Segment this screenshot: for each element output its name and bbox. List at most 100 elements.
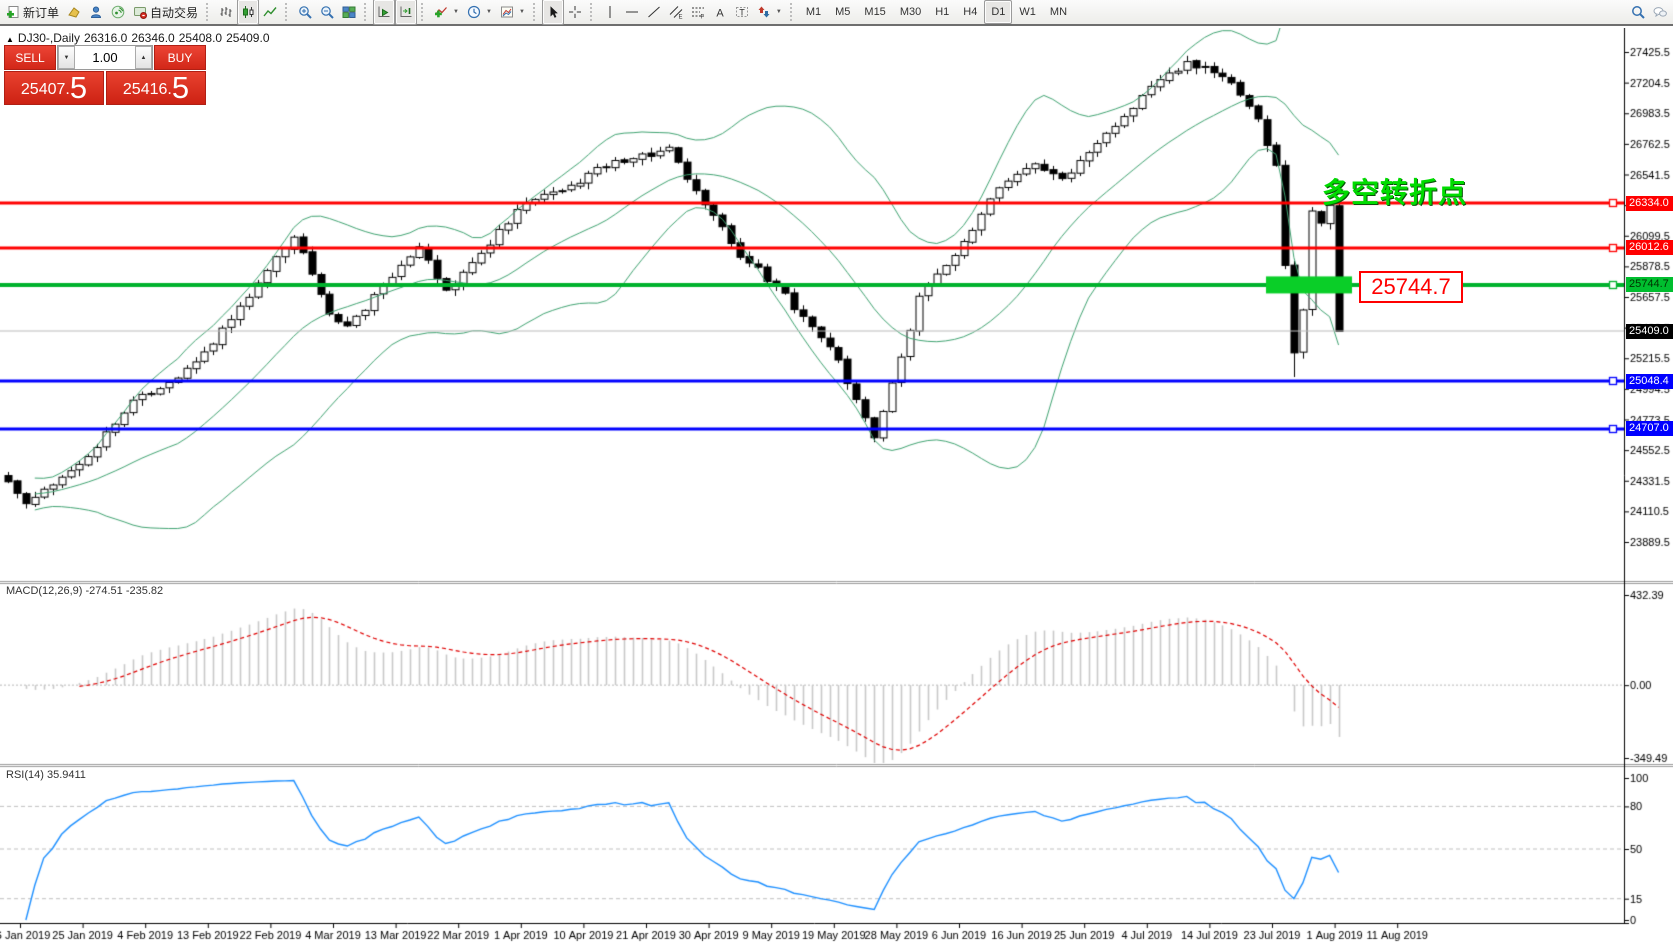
autotrading-icon — [134, 7, 148, 19]
horizontal-line-button[interactable] — [621, 0, 643, 25]
text-button[interactable]: A — [709, 0, 731, 25]
triangle-down-icon: ▼ — [63, 54, 70, 61]
fibonacci-icon: F — [691, 7, 704, 20]
chevron-down-icon: ▼ — [775, 9, 782, 15]
toolbar-grip — [532, 3, 538, 21]
vertical-line-button[interactable] — [599, 0, 621, 25]
candlestick-chart-button[interactable] — [237, 0, 260, 25]
toolbar-grip — [285, 3, 290, 21]
timeframe-button-W1[interactable]: W1 — [1019, 6, 1036, 18]
profile-icon — [91, 6, 102, 18]
timeframe-button-H1[interactable]: H1 — [935, 6, 950, 18]
svg-text:A: A — [716, 8, 724, 20]
timeframe-button-M1[interactable]: M1 — [805, 6, 822, 18]
crosshair-button[interactable] — [564, 0, 586, 25]
new-order-label: 新订单 — [23, 5, 60, 20]
chat-button[interactable] — [1649, 0, 1671, 25]
new-order-button[interactable]: 新订单 — [2, 0, 63, 25]
timeframe-button-M30[interactable]: M30 — [899, 6, 922, 18]
toolbar-grip — [589, 3, 595, 21]
signals-icon — [111, 5, 125, 19]
chevron-down-icon: ▼ — [485, 9, 492, 15]
search-icon — [1632, 6, 1645, 19]
trendline-icon — [648, 6, 660, 18]
triangle-up-icon: ▲ — [140, 54, 147, 61]
main-toolbar: 新订单 自动交易 — [0, 0, 1673, 26]
indicators-icon — [434, 7, 448, 18]
buy-button[interactable]: BUY — [154, 45, 206, 70]
line-chart-button[interactable] — [259, 0, 281, 25]
text-label-button[interactable]: T — [731, 0, 753, 25]
vertical-line-icon — [609, 6, 611, 18]
tile-windows-button[interactable] — [338, 0, 360, 25]
toolbar-grip — [789, 3, 795, 21]
chart-window: ▲ DJ30-,Daily 26316.0 26346.0 25408.0 25409.0… — [0, 28, 1673, 949]
svg-text:E: E — [678, 15, 682, 20]
candlestick-chart-icon — [243, 6, 254, 18]
arrow-objects-dropdown[interactable]: ▼ — [753, 0, 786, 25]
line-chart-icon — [263, 7, 277, 17]
templates-icon — [500, 6, 513, 18]
text-icon: A — [716, 8, 724, 20]
timeframe-button-M5[interactable]: M5 — [835, 6, 851, 18]
auto-scroll-button[interactable] — [373, 0, 396, 25]
chevron-down-icon: ▼ — [518, 9, 525, 15]
price-chart-canvas[interactable] — [0, 28, 1673, 949]
arrow-objects-icon — [758, 6, 770, 18]
fibonacci-button[interactable]: F — [687, 0, 709, 25]
charts-icon — [68, 7, 80, 18]
sell-button[interactable]: SELL — [4, 45, 56, 70]
sell-price-pip: 5 — [69, 70, 88, 105]
new-order-icon — [7, 6, 19, 18]
search-button[interactable] — [1627, 0, 1649, 25]
zoom-out-icon — [321, 6, 334, 19]
horizontal-line-icon — [625, 11, 638, 13]
crosshair-icon — [568, 6, 581, 18]
autotrading-button[interactable]: 自动交易 — [129, 0, 202, 25]
trendline-button[interactable] — [643, 0, 665, 25]
timeframe-button-H4[interactable]: H4 — [963, 6, 978, 18]
timeframe-button-D1[interactable]: D1 — [984, 0, 1013, 24]
zoom-in-button[interactable] — [294, 0, 316, 25]
sell-price-button[interactable]: 25407. 5 — [4, 71, 104, 105]
volume-input[interactable] — [75, 46, 135, 69]
volume-decrease-button[interactable]: ▼ — [58, 46, 75, 69]
volume-spinner: ▼ ▲ — [57, 45, 153, 70]
periods-icon — [467, 5, 481, 19]
profile-button[interactable] — [85, 0, 107, 25]
toolbar-grip — [364, 3, 369, 21]
templates-dropdown[interactable]: ▼ — [496, 0, 529, 25]
volume-increase-button[interactable]: ▲ — [135, 46, 152, 69]
chart-shift-icon — [400, 6, 412, 17]
text-label-icon: T — [735, 7, 748, 18]
timeframe-button-MN[interactable]: MN — [1049, 6, 1068, 18]
toolbar-grip — [421, 3, 426, 21]
indicators-dropdown[interactable]: ▼ — [430, 0, 463, 25]
zoom-out-button[interactable] — [316, 0, 338, 25]
periods-dropdown[interactable]: ▼ — [463, 0, 496, 25]
turning-point-annotation[interactable]: 多空转折点 — [1322, 177, 1468, 208]
chevron-down-icon: ▼ — [453, 9, 459, 15]
buy-price-button[interactable]: 25416. 5 — [106, 71, 206, 105]
cursor-icon — [550, 6, 558, 18]
bar-chart-icon — [220, 7, 232, 17]
buy-price-pip: 5 — [171, 70, 190, 105]
tile-windows-icon — [342, 6, 356, 18]
timeframe-group: M1 M5 M15 M30 H1 H4 D1 W1 MN — [799, 0, 1074, 24]
equidistant-channel-button[interactable]: E — [665, 0, 687, 25]
chart-shift-button[interactable] — [395, 0, 418, 25]
cursor-button[interactable] — [541, 0, 564, 25]
equidistant-channel-icon: E — [669, 6, 682, 20]
price-annotation-box[interactable]: 25744.7 — [1359, 271, 1463, 303]
zoom-in-icon — [299, 6, 312, 19]
buy-price-main: 25416. — [122, 81, 172, 98]
timeframe-button-M15[interactable]: M15 — [864, 6, 886, 18]
autotrading-label: 自动交易 — [150, 5, 199, 20]
signals-button[interactable] — [107, 0, 129, 25]
charts-button[interactable] — [63, 0, 85, 25]
svg-text:T: T — [739, 8, 745, 18]
chat-icon — [1653, 7, 1667, 18]
bar-chart-button[interactable] — [215, 0, 237, 25]
svg-text:F: F — [700, 15, 704, 20]
